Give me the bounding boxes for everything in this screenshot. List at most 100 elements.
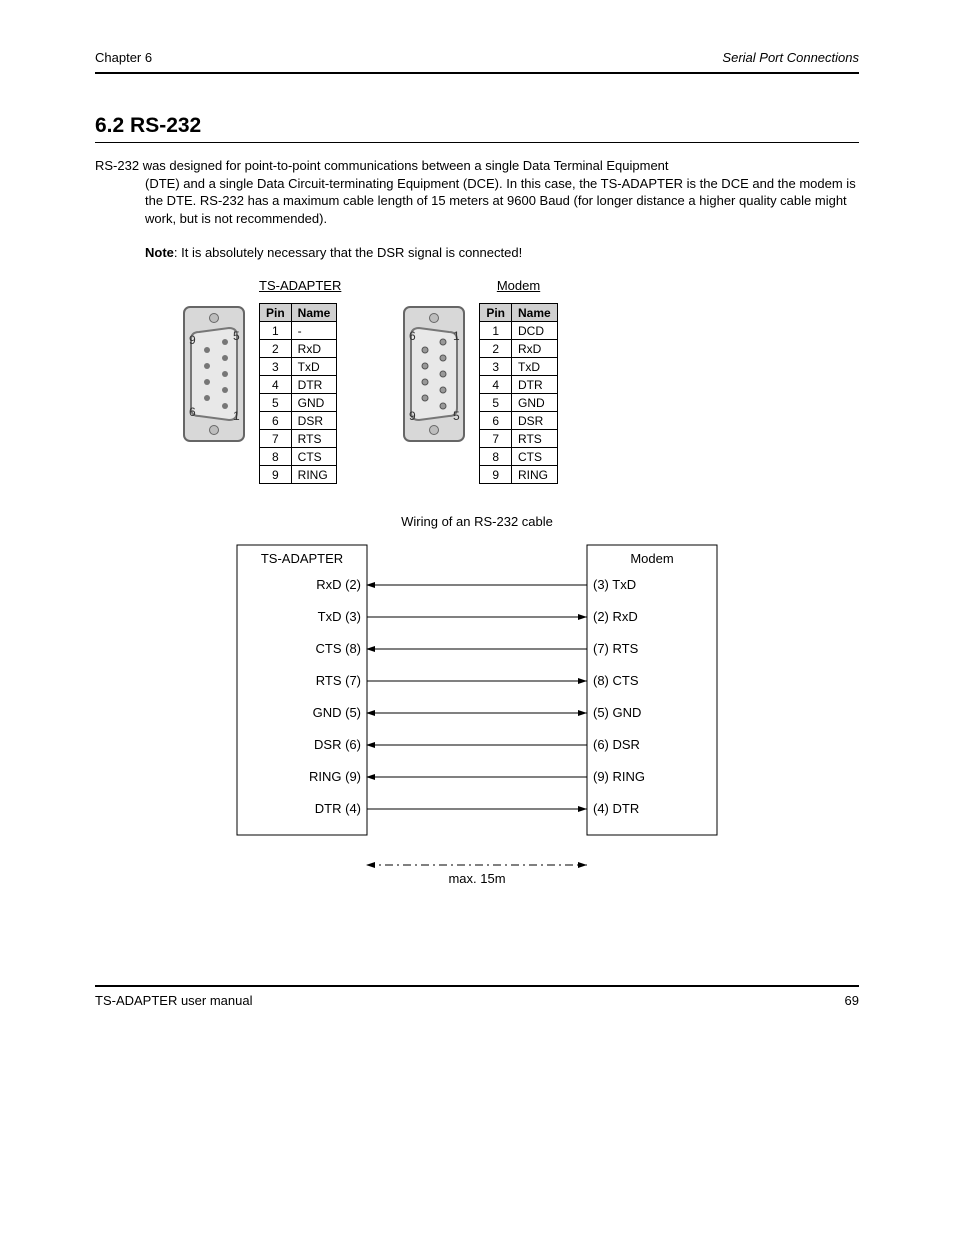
svg-text:5: 5	[233, 329, 240, 343]
wiring-caption: Wiring of an RS-232 cable	[95, 514, 859, 529]
page-footer: TS-ADAPTER user manual 69	[95, 985, 859, 1008]
pin-name: DSR	[291, 412, 337, 430]
left-pin-label: TxD (3)	[318, 609, 361, 624]
right-pin-label: (4) DTR	[593, 801, 639, 816]
pin-number: 1	[260, 322, 292, 340]
pin-name: GND	[291, 394, 337, 412]
svg-text:5: 5	[453, 409, 460, 423]
column-header: Pin	[480, 304, 512, 322]
right-pin-label: (7) RTS	[593, 641, 639, 656]
svg-text:1: 1	[233, 409, 240, 423]
length-label: max. 15m	[448, 871, 505, 886]
table-row: 6DSR	[260, 412, 337, 430]
pin-name: RTS	[291, 430, 337, 448]
section-separator	[95, 142, 859, 143]
left-pin-table: PinName1-2RxD3TxD4DTR5GND6DSR7RTS8CTS9RI…	[259, 303, 337, 484]
footer-right: 69	[845, 993, 859, 1008]
table-row: 3TxD	[480, 358, 557, 376]
left-pin-label: DTR (4)	[315, 801, 361, 816]
pin-name: CTS	[512, 448, 558, 466]
pin-number: 2	[480, 340, 512, 358]
pin-number: 5	[480, 394, 512, 412]
page-header: Chapter 6 Serial Port Connections	[95, 50, 859, 74]
header-right: Serial Port Connections	[722, 50, 859, 72]
pin-number: 7	[480, 430, 512, 448]
pin-name: DCD	[512, 322, 558, 340]
column-header: Name	[291, 304, 337, 322]
intro-paragraph: RS-232 was designed for point-to-point c…	[95, 157, 859, 227]
right-pinout-group: 6 1 9 5 Modem PinName1DCD2RxD3TxD4DTR5GN…	[399, 278, 557, 484]
pin-name: DTR	[512, 376, 558, 394]
pin-number: 7	[260, 430, 292, 448]
table-row: 5GND	[480, 394, 557, 412]
left-pin-label: RTS (7)	[316, 673, 361, 688]
right-box-label: Modem	[630, 551, 673, 566]
table-row: 1DCD	[480, 322, 557, 340]
table-row: 5GND	[260, 394, 337, 412]
note: Note: It is absolutely necessary that th…	[145, 245, 859, 260]
left-pinout-group: 9 5 6 1 TS-ADAPTER PinName1-2RxD3TxD4DTR…	[179, 278, 341, 484]
right-pin-label: (6) DSR	[593, 737, 640, 752]
column-header: Name	[512, 304, 558, 322]
svg-text:6: 6	[409, 329, 416, 343]
pin-name: RxD	[291, 340, 337, 358]
right-pin-label: (9) RING	[593, 769, 645, 784]
pin-number: 9	[480, 466, 512, 484]
pin-number: 1	[480, 322, 512, 340]
pin-number: 3	[260, 358, 292, 376]
pinout-row: 9 5 6 1 TS-ADAPTER PinName1-2RxD3TxD4DTR…	[95, 278, 859, 484]
left-box-label: TS-ADAPTER	[261, 551, 343, 566]
svg-text:9: 9	[409, 409, 416, 423]
pin-number: 2	[260, 340, 292, 358]
header-left: Chapter 6	[95, 50, 152, 72]
table-row: 9RING	[260, 466, 337, 484]
table-row: 4DTR	[260, 376, 337, 394]
wiring-diagram: TS-ADAPTER Modem RxD (2) (3) TxD TxD (3) (2) …	[197, 535, 757, 905]
right-connector-caption: Modem	[479, 278, 557, 293]
section-title: 6.2 RS-232	[95, 114, 859, 138]
note-label: Note	[145, 245, 174, 260]
pin-number: 6	[260, 412, 292, 430]
pin-name: -	[291, 322, 337, 340]
table-row: 3TxD	[260, 358, 337, 376]
pin-name: GND	[512, 394, 558, 412]
left-pin-label: DSR (6)	[314, 737, 361, 752]
pin-name: RING	[291, 466, 337, 484]
db9-male-icon: 6 1 9 5	[401, 304, 467, 444]
pin-name: RING	[512, 466, 558, 484]
footer-left: TS-ADAPTER user manual	[95, 993, 253, 1008]
pin-number: 8	[260, 448, 292, 466]
left-pin-label: GND (5)	[313, 705, 361, 720]
pin-number: 4	[480, 376, 512, 394]
column-header: Pin	[260, 304, 292, 322]
pin-number: 4	[260, 376, 292, 394]
right-pin-label: (5) GND	[593, 705, 641, 720]
left-pin-label: CTS (8)	[316, 641, 362, 656]
pin-name: CTS	[291, 448, 337, 466]
svg-text:6: 6	[189, 405, 196, 419]
table-row: 7RTS	[260, 430, 337, 448]
pin-number: 3	[480, 358, 512, 376]
table-row: 1-	[260, 322, 337, 340]
table-row: 2RxD	[480, 340, 557, 358]
pin-name: RTS	[512, 430, 558, 448]
pin-name: RxD	[512, 340, 558, 358]
pin-number: 9	[260, 466, 292, 484]
pin-name: TxD	[291, 358, 337, 376]
left-pin-label: RING (9)	[309, 769, 361, 784]
table-row: 8CTS	[480, 448, 557, 466]
intro-line-1: RS-232 was designed for point-to-point c…	[95, 158, 669, 173]
right-pin-label: (3) TxD	[593, 577, 636, 592]
left-connector-caption: TS-ADAPTER	[259, 278, 341, 293]
pin-name: DSR	[512, 412, 558, 430]
table-row: 9RING	[480, 466, 557, 484]
right-pin-label: (2) RxD	[593, 609, 638, 624]
intro-lines-rest: (DTE) and a single Data Circuit-terminat…	[145, 175, 859, 228]
table-row: 8CTS	[260, 448, 337, 466]
pin-number: 5	[260, 394, 292, 412]
left-pin-label: RxD (2)	[316, 577, 361, 592]
right-pin-label: (8) CTS	[593, 673, 639, 688]
table-row: 4DTR	[480, 376, 557, 394]
db9-female-icon: 9 5 6 1	[181, 304, 247, 444]
svg-text:1: 1	[453, 329, 460, 343]
